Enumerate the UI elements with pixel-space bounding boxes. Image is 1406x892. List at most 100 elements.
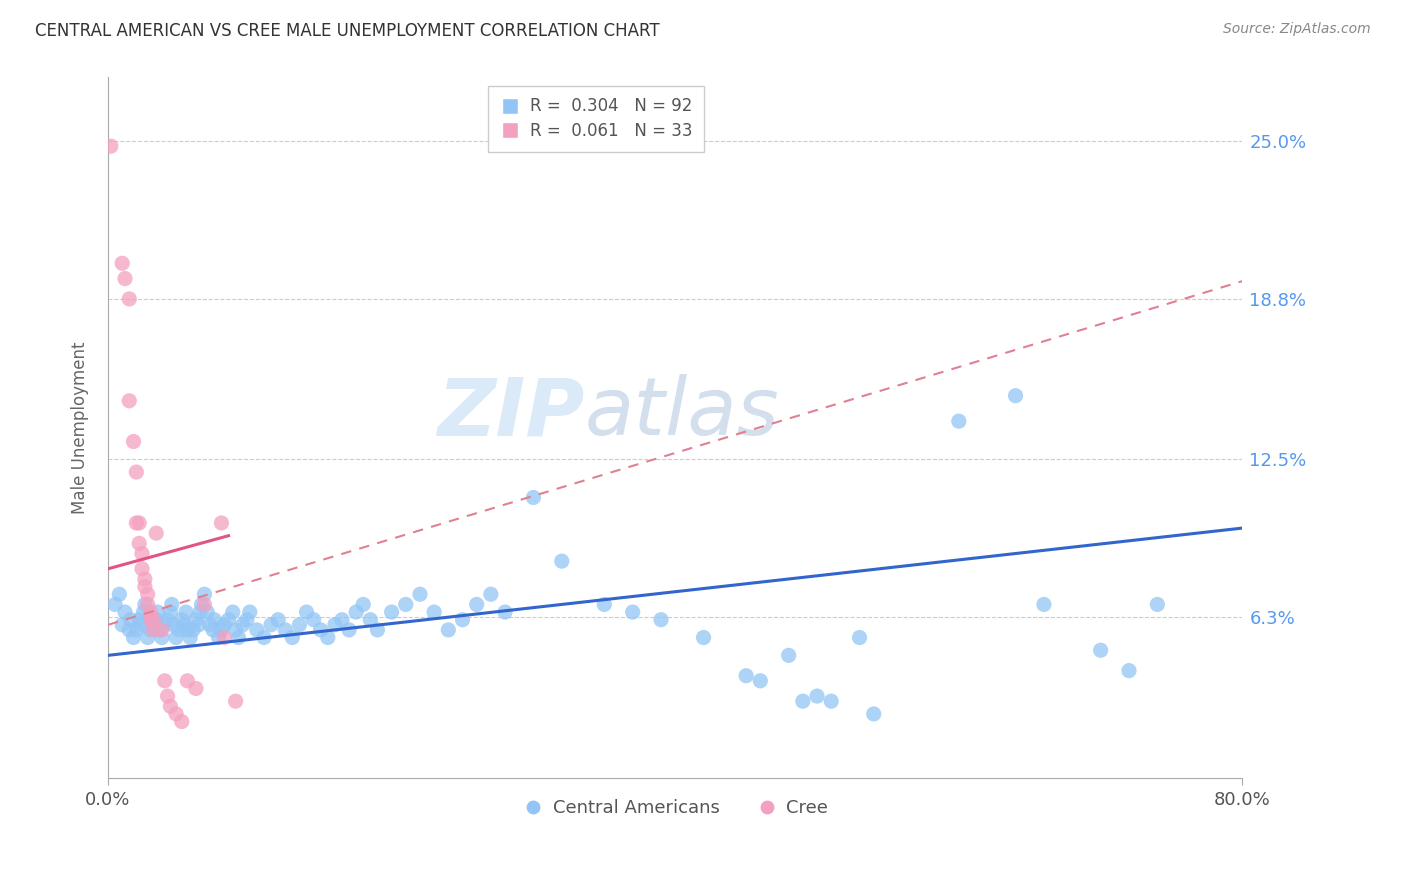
Point: [142, 613, 165, 627]
Point: [170, 714, 193, 729]
Point: [381, 605, 404, 619]
Point: [749, 673, 772, 688]
Point: [156, 689, 179, 703]
Point: [131, 617, 153, 632]
Point: [134, 598, 156, 612]
Point: [146, 605, 169, 619]
Point: [451, 613, 474, 627]
Point: [621, 605, 644, 619]
Point: [125, 465, 148, 479]
Point: [114, 271, 136, 285]
Point: [239, 605, 262, 619]
Point: [225, 623, 247, 637]
Point: [650, 613, 672, 627]
Point: [309, 623, 332, 637]
Point: [195, 605, 218, 619]
Point: [409, 587, 432, 601]
Point: [522, 491, 544, 505]
Point: [153, 673, 176, 688]
Point: [176, 673, 198, 688]
Point: [184, 613, 207, 627]
Point: [193, 598, 215, 612]
Point: [170, 613, 193, 627]
Point: [1032, 598, 1054, 612]
Point: [132, 605, 155, 619]
Point: [145, 526, 167, 541]
Point: [162, 617, 184, 632]
Point: [167, 623, 190, 637]
Y-axis label: Male Unemployment: Male Unemployment: [72, 342, 89, 514]
Point: [330, 613, 353, 627]
Point: [122, 434, 145, 449]
Point: [735, 669, 758, 683]
Point: [179, 631, 201, 645]
Point: [209, 623, 232, 637]
Point: [253, 631, 276, 645]
Point: [122, 631, 145, 645]
Point: [136, 631, 159, 645]
Point: [218, 613, 240, 627]
Point: [114, 605, 136, 619]
Point: [153, 617, 176, 632]
Point: [209, 516, 232, 530]
Point: [1090, 643, 1112, 657]
Text: atlas: atlas: [585, 375, 779, 452]
Point: [159, 605, 181, 619]
Point: [131, 547, 153, 561]
Point: [184, 681, 207, 696]
Point: [134, 580, 156, 594]
Point: [118, 292, 141, 306]
Point: [316, 631, 339, 645]
Point: [118, 623, 141, 637]
Point: [136, 587, 159, 601]
Point: [1146, 598, 1168, 612]
Point: [201, 623, 224, 637]
Point: [145, 613, 167, 627]
Text: ZIP: ZIP: [437, 375, 585, 452]
Point: [948, 414, 970, 428]
Point: [150, 623, 173, 637]
Point: [359, 613, 381, 627]
Point: [337, 623, 360, 637]
Point: [120, 613, 142, 627]
Point: [214, 631, 236, 645]
Point: [225, 694, 247, 708]
Point: [302, 613, 325, 627]
Point: [193, 587, 215, 601]
Point: [228, 631, 250, 645]
Point: [437, 623, 460, 637]
Point: [295, 605, 318, 619]
Point: [232, 617, 254, 632]
Point: [281, 631, 304, 645]
Point: [160, 598, 183, 612]
Point: [267, 613, 290, 627]
Point: [344, 605, 367, 619]
Point: [100, 139, 122, 153]
Point: [187, 617, 209, 632]
Point: [778, 648, 800, 663]
Text: Source: ZipAtlas.com: Source: ZipAtlas.com: [1223, 22, 1371, 37]
Point: [202, 613, 225, 627]
Point: [323, 617, 346, 632]
Point: [792, 694, 814, 708]
Point: [260, 617, 283, 632]
Point: [128, 613, 150, 627]
Point: [131, 562, 153, 576]
Point: [150, 631, 173, 645]
Point: [479, 587, 502, 601]
Point: [423, 605, 446, 619]
Point: [692, 631, 714, 645]
Point: [190, 598, 212, 612]
Point: [139, 623, 162, 637]
Point: [188, 605, 211, 619]
Point: [156, 613, 179, 627]
Point: [848, 631, 870, 645]
Point: [222, 605, 245, 619]
Point: [174, 605, 197, 619]
Point: [165, 706, 187, 721]
Point: [139, 605, 162, 619]
Point: [104, 598, 127, 612]
Point: [173, 617, 195, 632]
Point: [118, 393, 141, 408]
Point: [111, 617, 134, 632]
